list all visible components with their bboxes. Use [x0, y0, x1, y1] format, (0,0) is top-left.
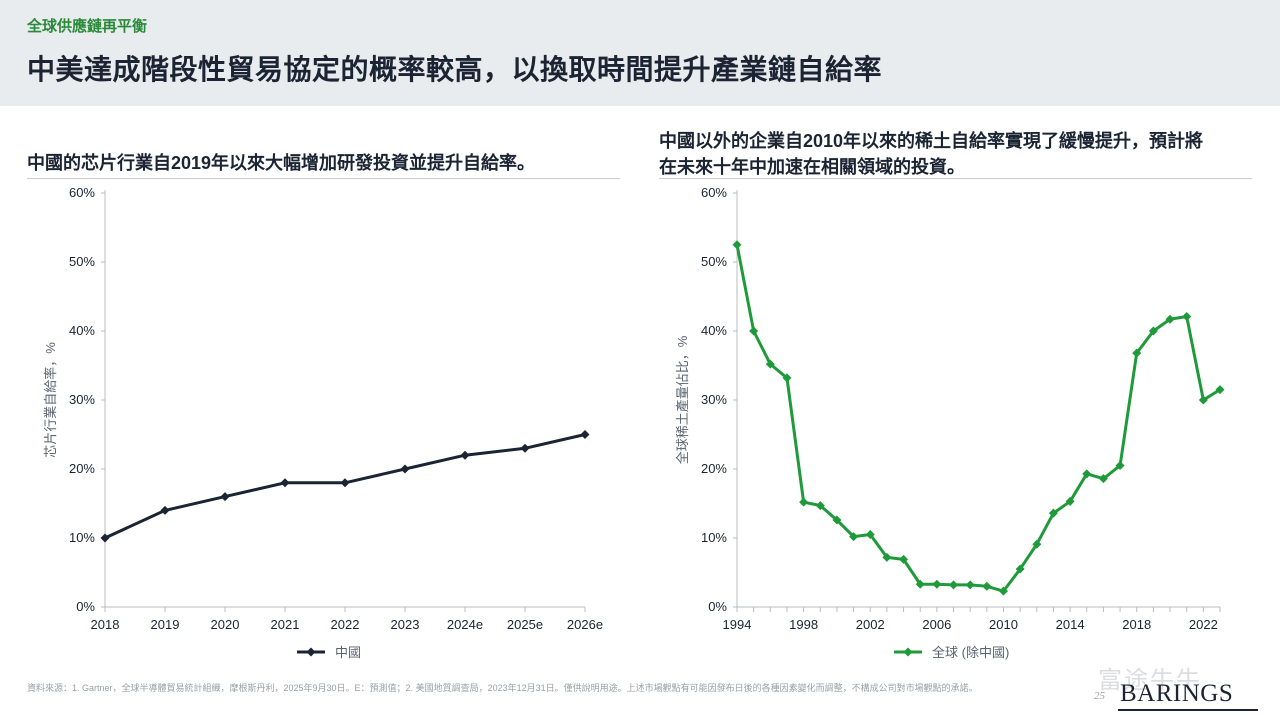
page-title: 中美達成階段性貿易協定的概率較高，以換取時間提升產業鏈自給率 — [27, 54, 883, 85]
x-tick-label: 2021 — [271, 617, 300, 632]
y-tick-label: 20% — [701, 461, 727, 476]
data-point-marker — [280, 478, 290, 488]
data-point-marker — [520, 443, 530, 453]
chip-self-sufficiency-chart: 0% 10% 20% 30% 40% 50% 60% 芯片行業自給率，% 2018 2019 202… — [43, 185, 603, 660]
data-point-marker — [782, 373, 792, 383]
source-footnote: 資料來源：1. Gartner，全球半導體貿易統計組織，摩根斯丹利，2025年9… — [27, 683, 978, 693]
data-point-marker — [832, 515, 842, 525]
x-tick-label: 2024e — [447, 617, 483, 632]
data-point-marker — [1098, 474, 1108, 484]
y-tick-label: 40% — [69, 323, 95, 338]
data-point-marker — [899, 554, 909, 564]
data-point-marker — [1165, 314, 1175, 324]
right-panel-title-line2: 在未來十年中加速在相關領域的投資。 — [659, 157, 965, 177]
data-point-marker — [882, 552, 892, 562]
series-line — [735, 244, 1221, 593]
logo-underline — [1118, 709, 1258, 711]
x-tick-label: 2026e — [567, 617, 603, 632]
data-point-marker — [460, 450, 470, 460]
data-point-marker — [1148, 326, 1158, 336]
y-tick-label: 60% — [69, 185, 95, 200]
legend-marker-swatch — [903, 647, 913, 657]
y-axis-title: 芯片行業自給率，% — [43, 342, 58, 458]
watermark-text: 富途牛牛 — [1098, 667, 1202, 694]
x-tick-label: 2023 — [391, 617, 420, 632]
data-point-marker — [982, 581, 992, 591]
data-point-marker — [915, 579, 925, 589]
header-band: 全球供應鏈再平衡 中美達成階段性貿易協定的概率較高，以換取時間提升產業鏈自給率 — [0, 0, 1280, 106]
data-point-marker — [400, 464, 410, 474]
right-panel-divider — [659, 178, 1252, 179]
data-point-marker — [865, 530, 875, 540]
y-tick-label: 20% — [69, 461, 95, 476]
rare-earth-share-chart: 0% 10% 20% 30% 40% 50% 60% 全球稀土產量佔比，% 1994 1998 20… — [675, 185, 1225, 660]
data-point-marker — [799, 497, 809, 507]
data-point-marker — [849, 532, 859, 542]
data-point-marker — [580, 430, 590, 439]
data-point-marker — [1082, 469, 1092, 479]
legend-marker-swatch — [306, 647, 316, 657]
data-point-marker — [1015, 564, 1025, 574]
data-point-marker — [1032, 539, 1042, 549]
left-panel-divider — [27, 178, 620, 179]
data-point-marker — [765, 359, 775, 369]
data-point-marker — [965, 580, 975, 590]
data-point-marker — [1115, 461, 1125, 471]
x-tick-label: 2018 — [1122, 617, 1151, 632]
y-tick-label: 50% — [69, 254, 95, 269]
y-tick-label: 0% — [708, 599, 727, 614]
right-panel-title: 中國以外的企業自2010年以來的稀土自給率實現了緩慢提升，預計將 在未來十年中加… — [659, 128, 1203, 180]
y-tick-label: 60% — [701, 185, 727, 200]
left-panel-title-line1: 中國的芯片行業自2019年以來大幅增加研發投資並提升自給率。 — [27, 153, 536, 173]
x-tick-label: 2019 — [151, 617, 180, 632]
x-tick-label: 2014 — [1056, 617, 1085, 632]
x-tick-label: 2025e — [507, 617, 543, 632]
data-point-marker — [100, 533, 110, 543]
data-point-marker — [1215, 385, 1225, 395]
data-point-marker — [932, 579, 942, 589]
y-tick-label: 40% — [701, 323, 727, 338]
data-point-marker — [732, 240, 742, 250]
x-tick-label: 2018 — [91, 617, 120, 632]
y-tick-label: 50% — [701, 254, 727, 269]
x-tick-label: 2010 — [989, 617, 1018, 632]
right-panel-title-line1: 中國以外的企業自2010年以來的稀土自給率實現了緩慢提升，預計將 — [659, 131, 1204, 151]
data-point-marker — [1065, 496, 1075, 506]
data-point-marker — [160, 505, 170, 515]
x-tick-label: 2002 — [856, 617, 885, 632]
data-point-marker — [1182, 312, 1192, 322]
left-panel-title: 中國的芯片行業自2019年以來大幅增加研發投資並提升自給率。 — [27, 150, 535, 176]
section-tag: 全球供應鏈再平衡 — [27, 18, 148, 35]
page-number: 25 — [1094, 690, 1105, 702]
legend-label: 中國 — [335, 645, 361, 660]
x-tick-label: 2022 — [331, 617, 360, 632]
data-point-marker — [949, 580, 959, 590]
x-tick-label: 2006 — [922, 617, 951, 632]
y-tick-label: 0% — [76, 599, 95, 614]
x-tick-label: 2020 — [211, 617, 240, 632]
y-tick-label: 30% — [69, 392, 95, 407]
legend-label: 全球 (除中國) — [932, 645, 1009, 660]
x-tick-label: 2022 — [1189, 617, 1218, 632]
x-tick-label: 1998 — [789, 617, 818, 632]
data-point-marker — [749, 326, 759, 336]
data-point-marker — [1198, 395, 1208, 405]
data-point-marker — [815, 501, 825, 511]
data-point-marker — [220, 492, 230, 502]
x-tick-label: 1994 — [723, 617, 752, 632]
data-point-marker — [340, 478, 350, 488]
data-point-marker — [998, 586, 1008, 596]
y-tick-label: 10% — [701, 530, 727, 545]
barings-logo: BARINGS — [1120, 680, 1234, 707]
data-point-marker — [1132, 348, 1142, 358]
y-tick-label: 30% — [701, 392, 727, 407]
y-axis-title: 全球稀土產量佔比，% — [675, 335, 690, 464]
y-tick-label: 10% — [69, 530, 95, 545]
data-point-marker — [1048, 508, 1058, 518]
